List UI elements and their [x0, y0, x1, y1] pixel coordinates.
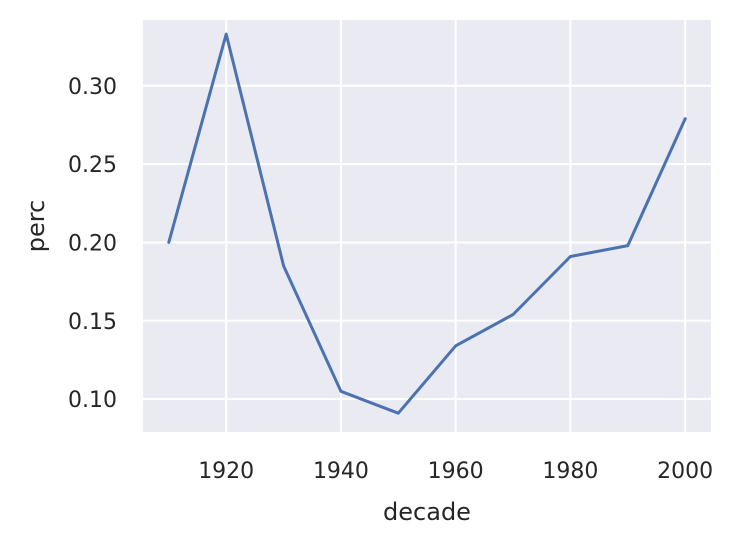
grid-lines [143, 20, 711, 432]
series-group [167, 32, 687, 415]
y-tick-label: 0.25 [68, 153, 117, 178]
y-tick-labels: 0.10 0.15 0.20 0.25 0.30 [68, 75, 117, 413]
x-tick-label: 2000 [657, 459, 713, 484]
x-tick-label: 1980 [542, 459, 598, 484]
y-tick-label: 0.15 [68, 310, 117, 335]
x-tick-label: 1920 [198, 459, 254, 484]
x-tick-label: 1960 [428, 459, 484, 484]
series-line-0 [167, 32, 687, 415]
y-tick-label: 0.20 [68, 231, 117, 256]
y-tick-label: 0.10 [68, 388, 117, 413]
x-tick-label: 1940 [313, 459, 369, 484]
x-axis-label: decade [383, 498, 471, 526]
x-tick-labels: 1920 1940 1960 1980 2000 [198, 459, 713, 484]
y-axis-label: perc [22, 200, 50, 253]
y-tick-label: 0.30 [68, 75, 117, 100]
plot-area [143, 20, 711, 432]
